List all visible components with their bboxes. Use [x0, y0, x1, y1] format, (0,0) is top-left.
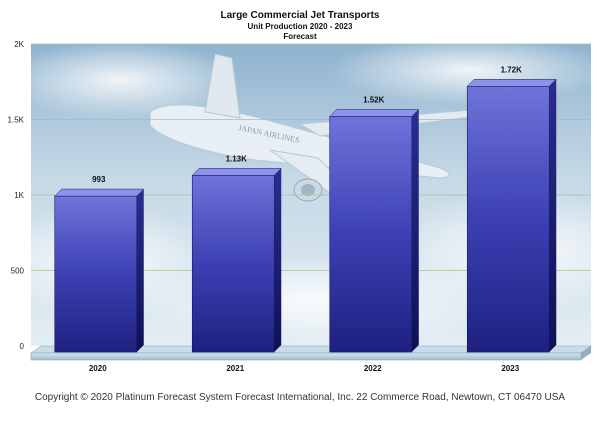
data-label: 1.13K — [226, 154, 248, 163]
data-label: 1.72K — [501, 65, 523, 74]
bar-top — [466, 79, 557, 87]
x-axis: 2020 2021 2022 2023 — [89, 364, 520, 373]
y-axis: 0 500 1K 1.5K 2K — [8, 40, 25, 351]
y-tick-label: 1.5K — [8, 116, 25, 125]
chart-floor — [30, 345, 592, 361]
bar-side — [411, 109, 419, 352]
bar-front — [54, 195, 138, 353]
y-tick-label: 2K — [14, 40, 24, 49]
bar-2023 — [466, 79, 557, 353]
chart-title: Large Commercial Jet Transports — [221, 10, 380, 21]
bar-2022 — [329, 109, 420, 353]
bar-front — [191, 175, 275, 353]
bar-front — [329, 116, 413, 353]
bar-2020 — [54, 188, 145, 353]
bar-top — [54, 188, 145, 197]
x-tick-label: 2023 — [501, 364, 519, 373]
x-tick-label: 2022 — [364, 364, 382, 373]
copyright-footer: Copyright © 2020 Platinum Forecast Syste… — [34, 392, 566, 403]
bars: 993 1.13K 1.52K 1.72K — [54, 65, 557, 353]
bar-2021 — [191, 168, 282, 353]
data-label: 993 — [92, 175, 106, 184]
bar-side — [549, 79, 557, 352]
chart-subtitle-forecast: Forecast — [283, 32, 317, 41]
bar-side — [136, 189, 144, 352]
data-label: 1.52K — [363, 95, 385, 104]
x-tick-label: 2021 — [226, 364, 244, 373]
x-tick-label: 2020 — [89, 364, 107, 373]
bar-top — [191, 168, 282, 176]
y-tick-label: 1K — [14, 191, 24, 200]
y-tick-label: 0 — [20, 342, 25, 351]
bar-top — [329, 109, 420, 117]
chart-subtitle: Unit Production 2020 - 2023 — [248, 22, 353, 31]
bar-front — [466, 85, 550, 353]
bar-side — [274, 168, 282, 352]
y-tick-label: 500 — [11, 267, 25, 276]
